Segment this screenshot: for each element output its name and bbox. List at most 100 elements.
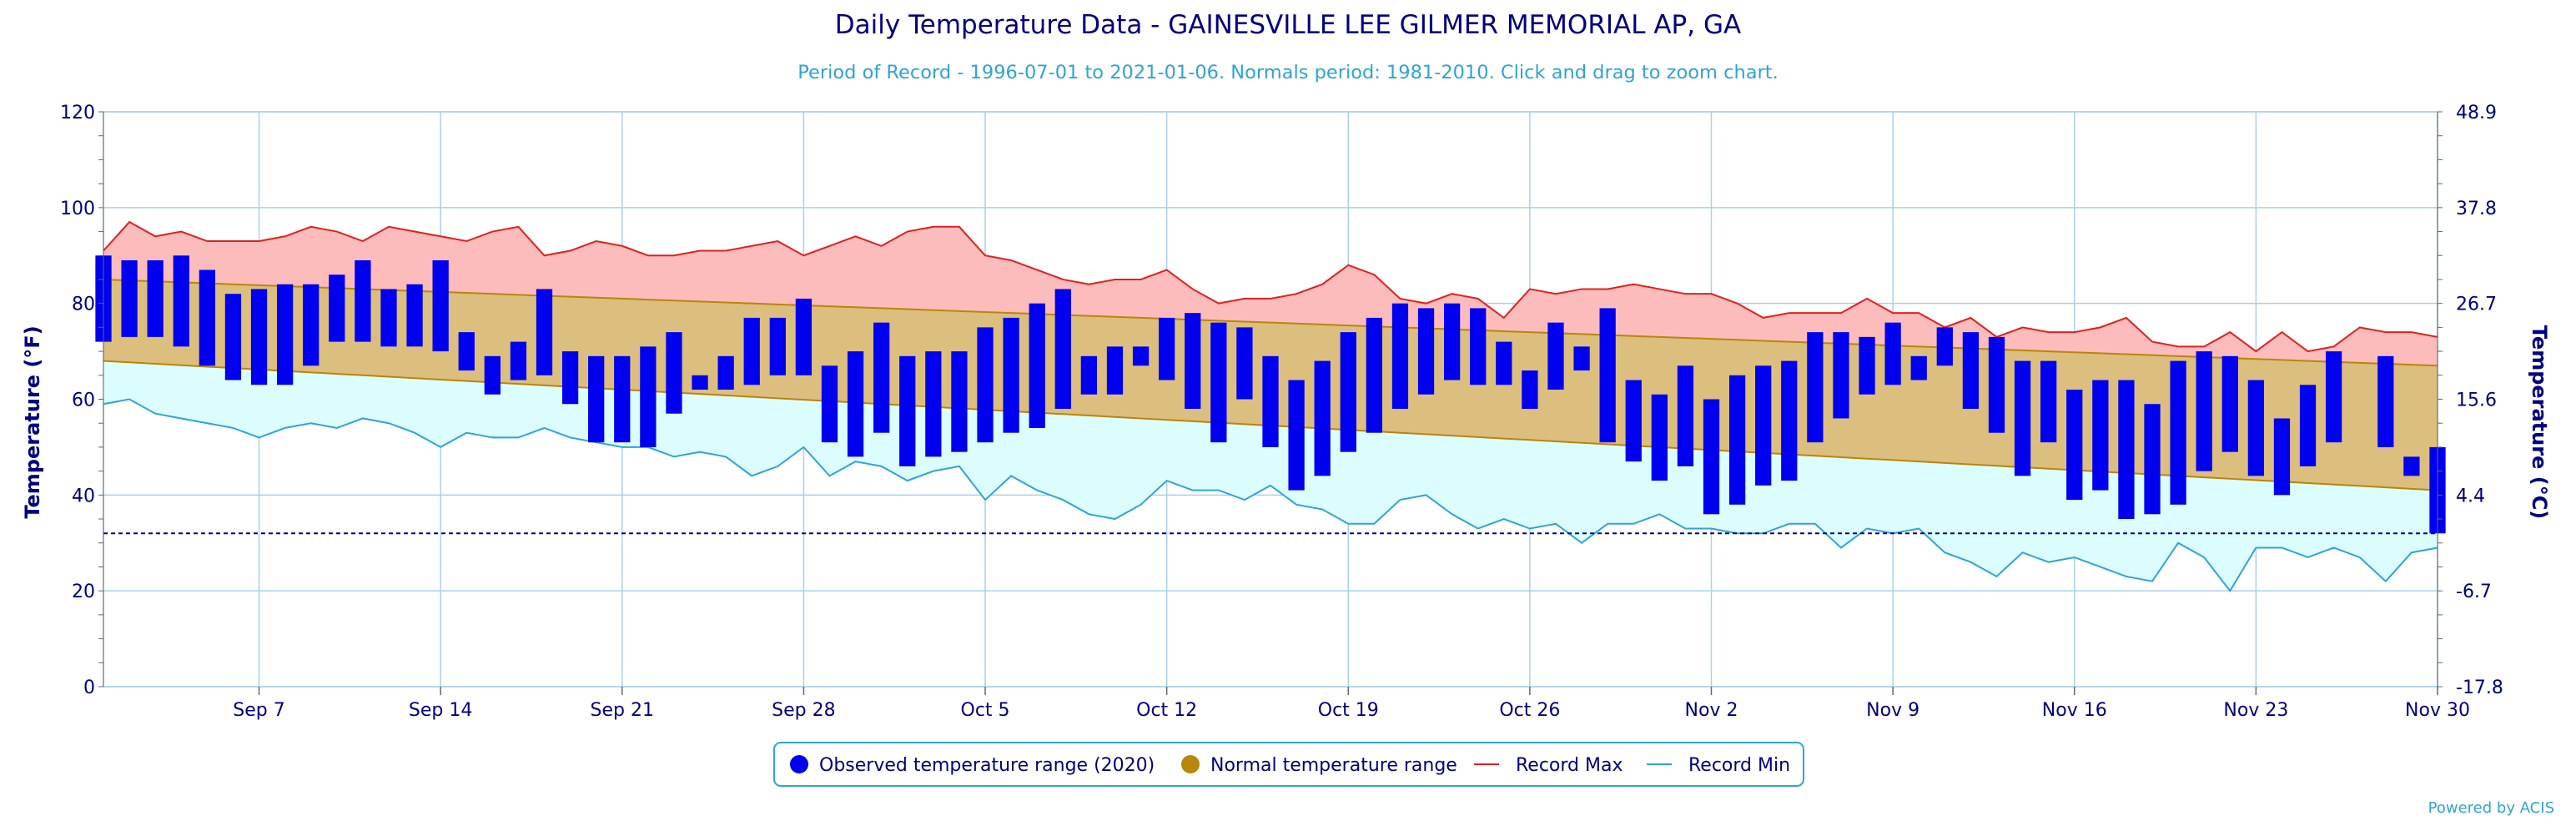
observed-bar[interactable]	[406, 284, 423, 347]
observed-bar[interactable]	[1962, 332, 1980, 409]
observed-bar[interactable]	[2014, 360, 2031, 476]
observed-bar[interactable]	[769, 317, 786, 375]
observed-bar[interactable]	[1185, 313, 1201, 409]
observed-bar[interactable]	[1625, 380, 1642, 462]
observed-bar[interactable]	[1547, 322, 1564, 390]
observed-bar[interactable]	[173, 255, 189, 347]
observed-bar[interactable]	[1988, 336, 2005, 433]
observed-bar[interactable]	[1366, 317, 1382, 433]
observed-bar[interactable]	[2403, 456, 2420, 476]
observed-bar[interactable]	[355, 259, 371, 342]
observed-bar[interactable]	[2040, 360, 2057, 443]
observed-bar[interactable]	[1443, 303, 1461, 380]
observed-bar[interactable]	[2092, 380, 2109, 491]
observed-bar[interactable]	[1236, 327, 1253, 400]
observed-bar[interactable]	[847, 351, 864, 457]
y-tick-label: 100	[60, 199, 95, 219]
observed-bar[interactable]	[1314, 360, 1331, 476]
observed-bar[interactable]	[640, 346, 657, 447]
observed-bar[interactable]	[2299, 385, 2317, 466]
observed-bar[interactable]	[2326, 351, 2342, 443]
observed-bar[interactable]	[666, 332, 682, 414]
observed-bar[interactable]	[2144, 404, 2161, 515]
observed-bar[interactable]	[380, 289, 397, 347]
observed-bar[interactable]	[1703, 399, 1720, 515]
observed-bar[interactable]	[2066, 390, 2083, 501]
observed-bar[interactable]	[484, 355, 501, 395]
observed-bar[interactable]	[1262, 355, 1279, 447]
y-tick-label: 20	[72, 582, 95, 602]
legend-label[interactable]: Record Min	[1688, 755, 1790, 776]
observed-bar[interactable]	[432, 259, 449, 352]
observed-bar[interactable]	[743, 317, 760, 385]
observed-bar[interactable]	[2221, 355, 2238, 452]
legend-label[interactable]: Normal temperature range	[1210, 755, 1457, 776]
observed-bar[interactable]	[2377, 355, 2394, 447]
observed-bar[interactable]	[2247, 380, 2265, 476]
observed-bar[interactable]	[2273, 418, 2291, 496]
observed-bar[interactable]	[1054, 289, 1071, 409]
observed-bar[interactable]	[1080, 355, 1098, 395]
observed-bar[interactable]	[1936, 327, 1953, 366]
powered-by-credit[interactable]: Powered by ACIS	[2428, 799, 2554, 817]
observed-bar[interactable]	[1884, 322, 1901, 385]
observed-bar[interactable]	[821, 365, 838, 443]
observed-bar[interactable]	[925, 351, 942, 457]
observed-bar[interactable]	[1470, 308, 1487, 385]
observed-bar[interactable]	[1159, 317, 1175, 380]
observed-bar[interactable]	[1677, 365, 1694, 466]
y2-tick-label: 26.7	[2456, 295, 2497, 315]
observed-bar[interactable]	[614, 355, 631, 443]
observed-bar[interactable]	[1910, 355, 1927, 380]
observed-bar[interactable]	[588, 355, 605, 443]
observed-bar[interactable]	[1651, 394, 1668, 481]
observed-bar[interactable]	[250, 289, 268, 385]
observed-bar[interactable]	[692, 375, 708, 390]
observed-bar[interactable]	[873, 322, 890, 433]
observed-bar[interactable]	[2196, 351, 2212, 471]
observed-bar[interactable]	[1599, 308, 1616, 443]
observed-bar[interactable]	[795, 298, 813, 375]
observed-bar[interactable]	[1728, 375, 1746, 505]
observed-bar[interactable]	[1288, 380, 1305, 491]
observed-bar[interactable]	[276, 284, 294, 385]
legend-label[interactable]: Observed temperature range (2020)	[819, 755, 1155, 776]
observed-bar[interactable]	[1391, 303, 1409, 409]
observed-bar[interactable]	[1496, 341, 1512, 385]
observed-bar[interactable]	[2118, 380, 2135, 520]
observed-bar[interactable]	[951, 351, 968, 452]
observed-bar[interactable]	[717, 355, 734, 390]
observed-bar[interactable]	[1833, 332, 1849, 419]
observed-bar[interactable]	[1340, 332, 1356, 452]
observed-bar[interactable]	[1417, 308, 1435, 395]
observed-bar[interactable]	[536, 289, 553, 375]
observed-bar[interactable]	[2170, 360, 2186, 505]
observed-bar[interactable]	[1003, 317, 1019, 433]
observed-bar[interactable]	[1781, 360, 1798, 481]
observed-bar[interactable]	[1573, 346, 1590, 371]
observed-bar[interactable]	[147, 259, 164, 337]
observed-bar[interactable]	[224, 294, 242, 380]
observed-bar[interactable]	[1029, 303, 1045, 428]
observed-bar[interactable]	[1106, 346, 1124, 395]
y2-tick-label: 48.9	[2456, 103, 2497, 123]
observed-bar[interactable]	[1859, 336, 1875, 395]
observed-bar[interactable]	[329, 275, 345, 342]
observed-bar[interactable]	[1132, 346, 1150, 366]
observed-bar[interactable]	[1755, 365, 1772, 486]
observed-bar[interactable]	[510, 341, 527, 380]
observed-bar[interactable]	[1522, 370, 1538, 409]
observed-bar[interactable]	[199, 269, 215, 366]
legend-label[interactable]: Record Max	[1516, 755, 1623, 776]
observed-bar[interactable]	[303, 284, 319, 366]
observed-bar[interactable]	[561, 351, 579, 405]
legend-swatch	[790, 755, 808, 773]
observed-bar[interactable]	[121, 259, 138, 337]
observed-bar[interactable]	[899, 355, 916, 466]
observed-bar[interactable]	[458, 332, 475, 371]
observed-bar[interactable]	[977, 327, 994, 443]
observed-bar[interactable]	[1807, 332, 1824, 443]
observed-bar[interactable]	[1210, 322, 1227, 443]
